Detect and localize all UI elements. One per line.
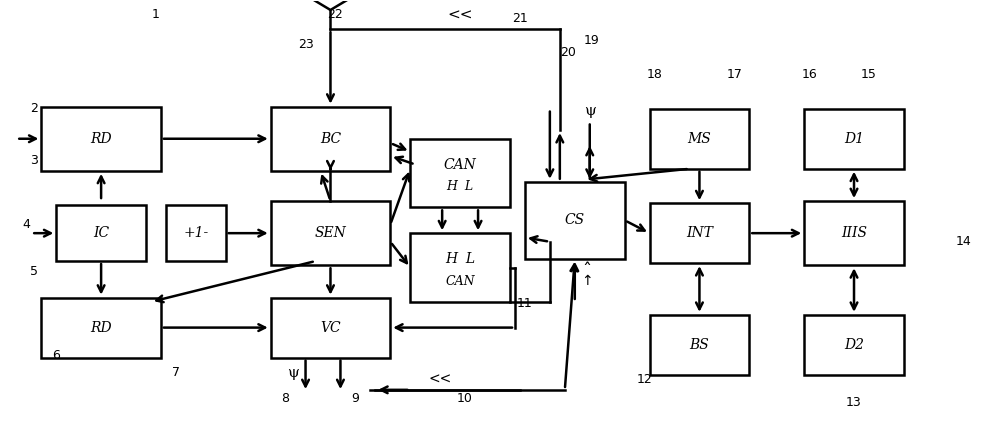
Text: IIIS: IIIS: [841, 226, 867, 240]
Text: 18: 18: [647, 68, 663, 81]
Text: IC: IC: [93, 226, 109, 240]
Text: ψ: ψ: [287, 366, 299, 380]
Bar: [804, 109, 904, 169]
Text: 5: 5: [30, 265, 38, 278]
Text: 17: 17: [726, 68, 742, 81]
Bar: [56, 205, 146, 261]
Text: 2: 2: [30, 102, 38, 115]
Text: VC: VC: [320, 321, 341, 335]
Text: ↑: ↑: [581, 274, 593, 288]
Text: MS: MS: [688, 132, 711, 146]
Bar: [410, 233, 510, 302]
Text: H  L: H L: [445, 252, 475, 266]
Text: 8: 8: [282, 392, 290, 405]
Text: 10: 10: [457, 392, 473, 405]
Text: 22: 22: [328, 8, 343, 21]
Text: 20: 20: [560, 46, 576, 59]
Text: 9: 9: [351, 392, 359, 405]
Text: BC: BC: [320, 132, 341, 146]
Text: <<: <<: [447, 9, 473, 23]
Bar: [525, 182, 625, 259]
Text: 16: 16: [801, 68, 817, 81]
Text: SEN: SEN: [315, 226, 346, 240]
Text: 1: 1: [152, 8, 160, 21]
Bar: [271, 107, 390, 171]
Text: 6: 6: [52, 349, 60, 362]
Bar: [41, 298, 161, 358]
Text: +1-: +1-: [183, 226, 208, 240]
Text: CS: CS: [565, 213, 585, 227]
Text: D1: D1: [844, 132, 864, 146]
Text: CAN: CAN: [444, 158, 476, 172]
Text: 11: 11: [517, 298, 533, 311]
Text: RD: RD: [90, 321, 112, 335]
Text: ψ: ψ: [584, 104, 596, 118]
Text: 19: 19: [584, 34, 600, 47]
Text: 15: 15: [861, 68, 877, 81]
Text: <<: <<: [429, 372, 452, 386]
Bar: [650, 315, 749, 375]
Text: 14: 14: [956, 235, 972, 248]
Text: 3: 3: [30, 154, 38, 167]
Text: 4: 4: [22, 218, 30, 231]
Text: RD: RD: [90, 132, 112, 146]
Text: 23: 23: [298, 38, 313, 51]
Text: CAN: CAN: [445, 275, 475, 288]
Text: 21: 21: [512, 12, 528, 25]
Text: BS: BS: [690, 338, 709, 352]
Bar: [271, 298, 390, 358]
Bar: [410, 139, 510, 207]
Text: 12: 12: [637, 373, 652, 386]
Bar: [41, 107, 161, 171]
Bar: [804, 201, 904, 265]
Bar: [650, 109, 749, 169]
Bar: [166, 205, 226, 261]
Bar: [650, 203, 749, 263]
Bar: [271, 201, 390, 265]
Bar: [804, 315, 904, 375]
Text: H  L: H L: [447, 180, 474, 193]
Text: 13: 13: [846, 396, 862, 409]
Text: INT: INT: [686, 226, 713, 240]
Text: ˆ: ˆ: [582, 262, 591, 280]
Text: D2: D2: [844, 338, 864, 352]
Text: 7: 7: [172, 366, 180, 379]
